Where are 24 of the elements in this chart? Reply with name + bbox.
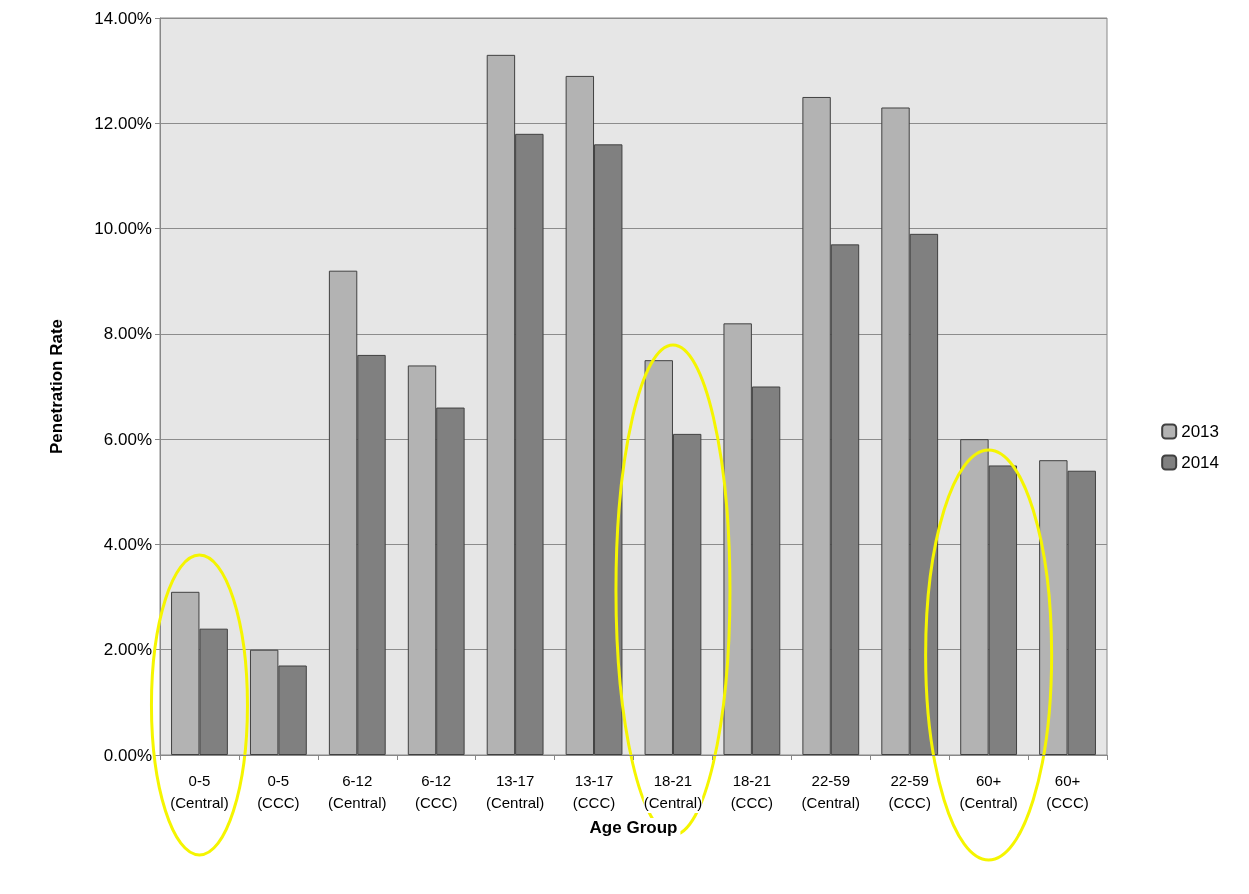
y-tick-label: 6.00% (103, 429, 152, 449)
y-tick-label: 4.00% (103, 534, 152, 554)
y-tick-label: 0.00% (103, 745, 152, 765)
x-axis-title: Age Group (589, 817, 678, 837)
x-tick-label: 22-59 (Central) (801, 771, 860, 811)
x-tick-label: 13-17 (CCC) (572, 771, 616, 811)
y-tick-label: 2.00% (103, 640, 152, 660)
y-axis-title: Penetration Rate (47, 318, 66, 455)
x-tick-label: 22-59 (CCC) (888, 771, 931, 811)
y-tick-label: 12.00% (94, 113, 152, 133)
x-tick-label: 0-5 (Central) (170, 771, 229, 811)
x-tick-label: 13-17 (Central) (485, 771, 545, 811)
x-tick-label: 6-12 (CCC) (414, 771, 458, 811)
x-tick-label: 0-5 (CCC) (257, 771, 300, 811)
legend-label: 2014 (1181, 453, 1220, 472)
y-tick-label: 10.00% (94, 219, 152, 239)
x-tick-label: 60+ (Central) (959, 771, 1018, 811)
x-tick-label: 60+ (CCC) (1046, 771, 1089, 811)
x-tick-label: 6-12 (Central) (328, 771, 387, 811)
legend-label: 2013 (1181, 422, 1220, 441)
x-tick-label: 18-21 (Central) (643, 771, 703, 811)
y-tick-label: 8.00% (103, 324, 152, 344)
x-tick-label: 18-21 (CCC) (730, 771, 774, 811)
y-tick-label: 14.00% (94, 8, 152, 28)
